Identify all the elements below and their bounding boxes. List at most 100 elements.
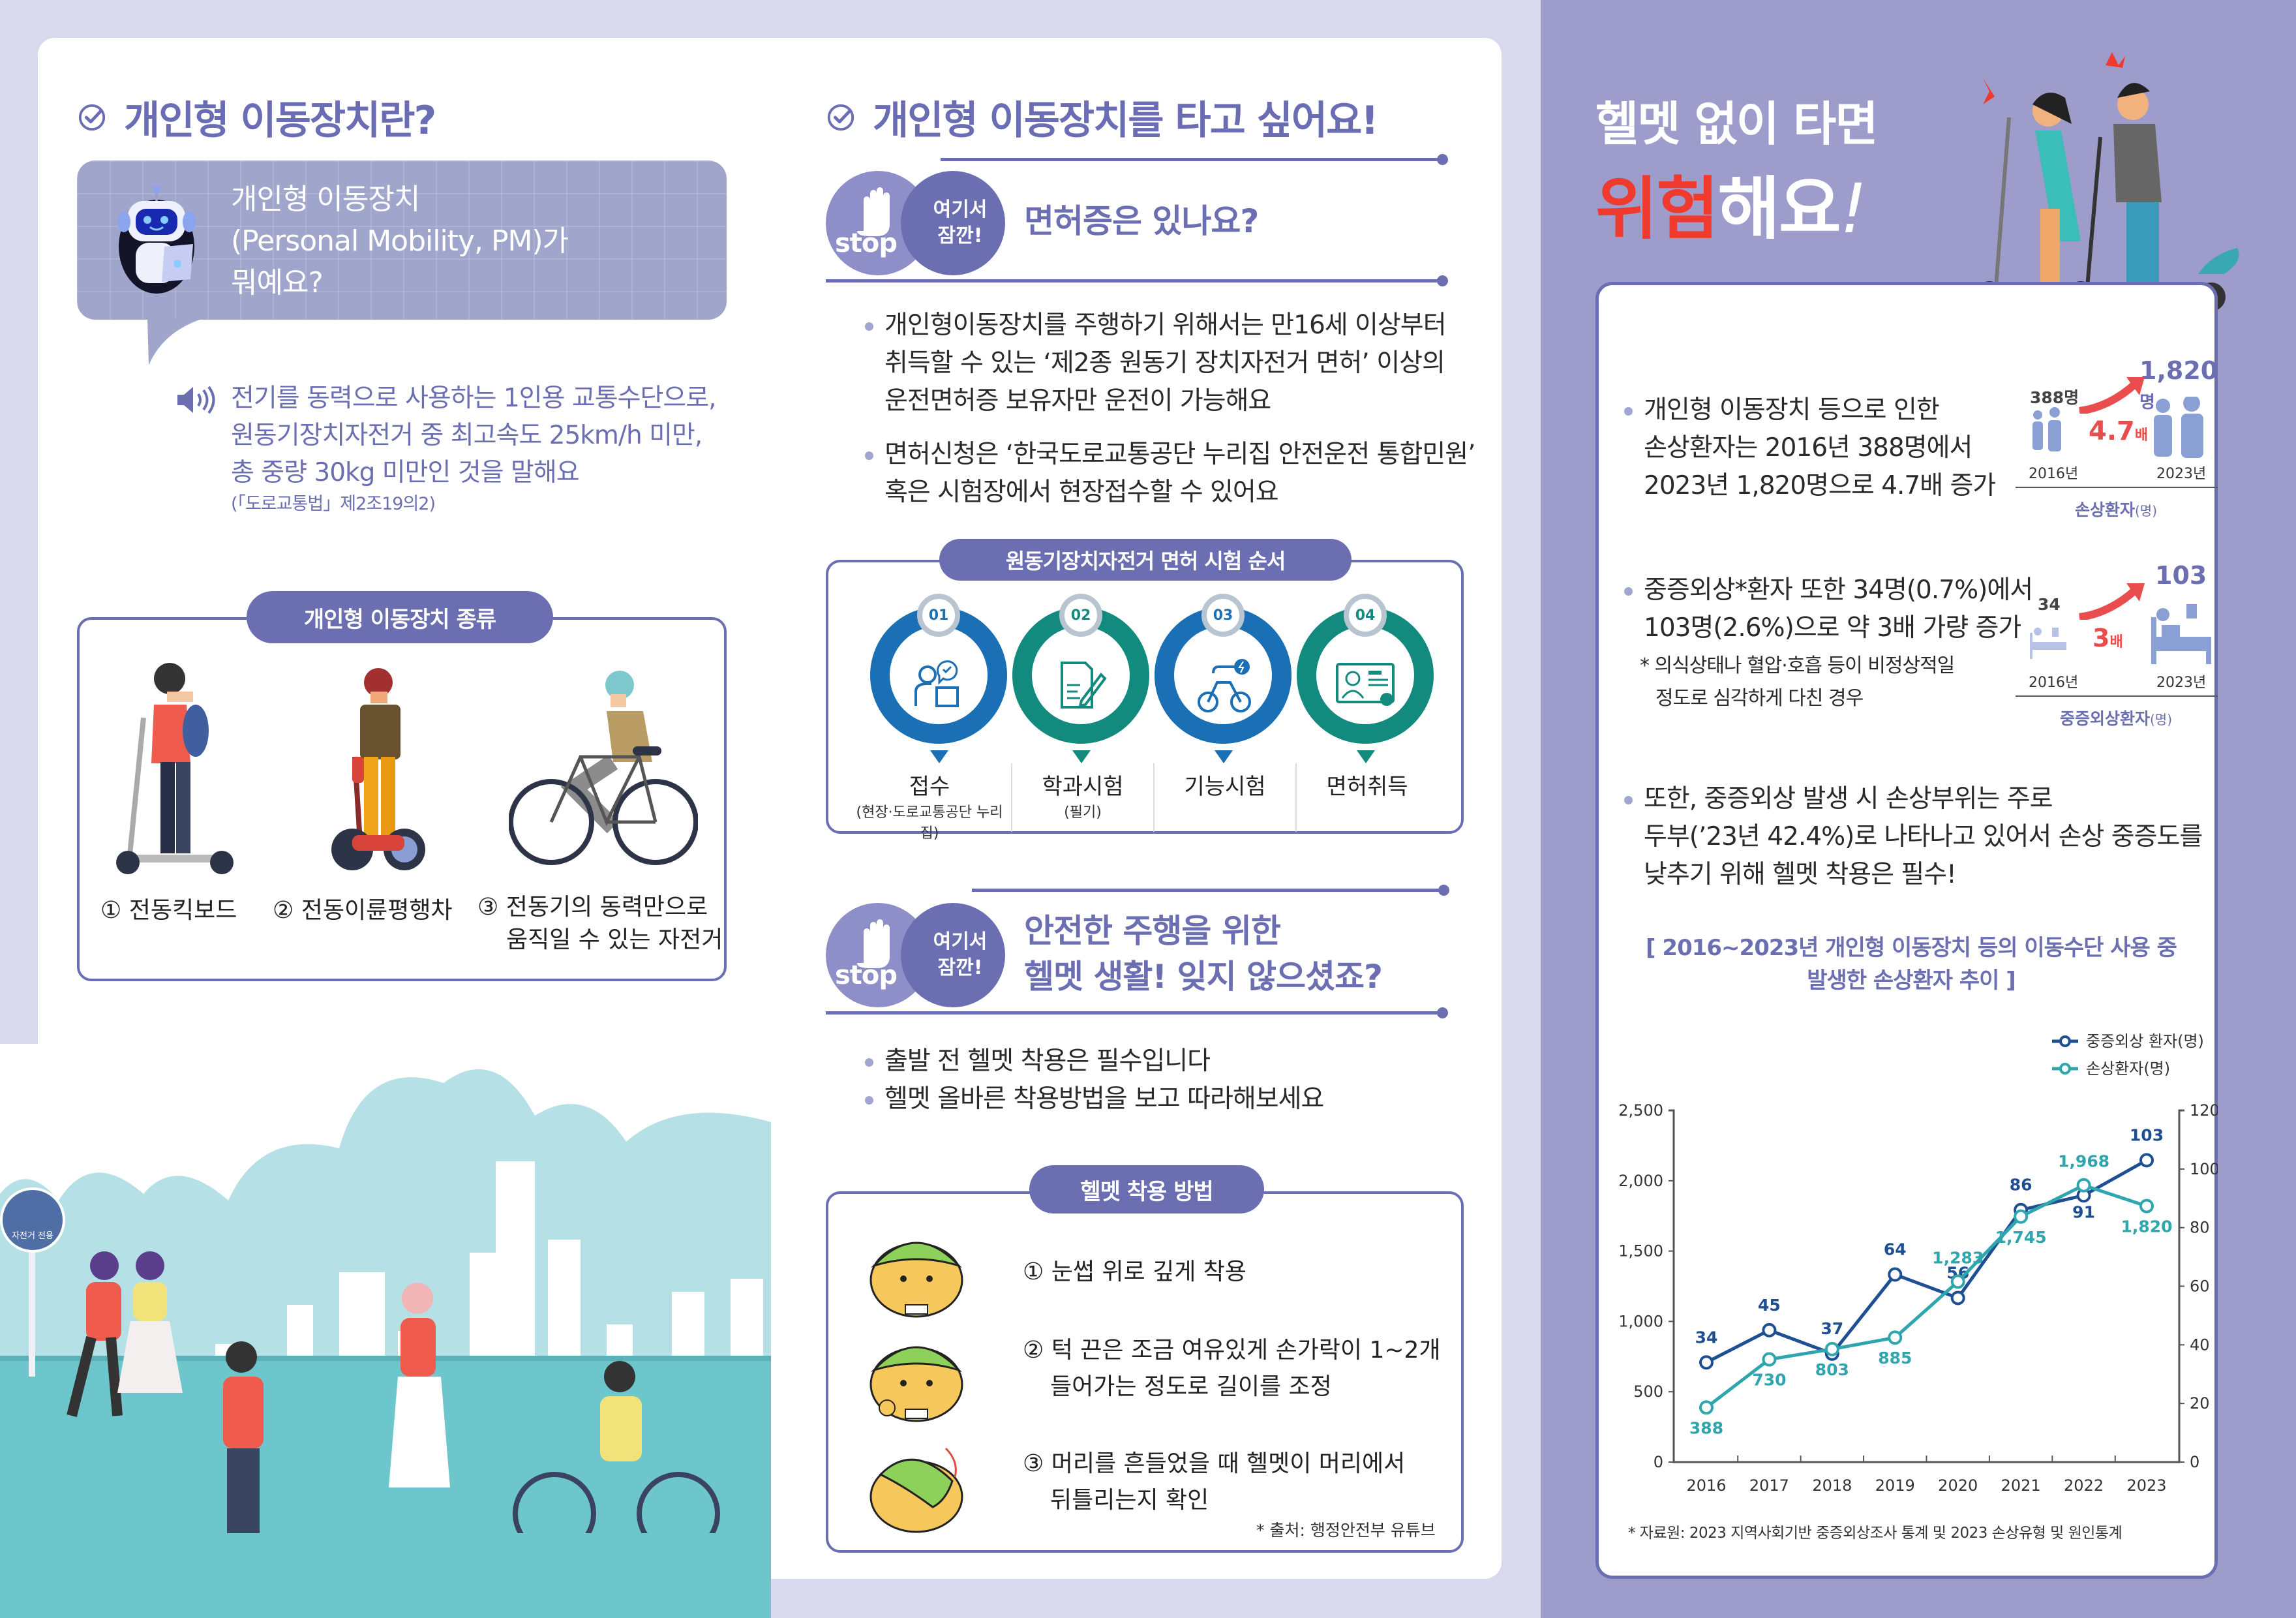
helmet-step-3: ③ 머리를 흔들었을 때 헬멧이 머리에서 뒤틀리는지 확인 — [1023, 1450, 1406, 1514]
divider-top-2 — [972, 885, 1449, 896]
svg-text:37: 37 — [1820, 1319, 1843, 1338]
bicycle-illustration — [508, 665, 699, 868]
svg-text:0: 0 — [1654, 1453, 1663, 1471]
type-label-1: ① 전동킥보드 — [100, 897, 237, 924]
svg-text:1,000: 1,000 — [1618, 1312, 1663, 1330]
section-title-pm: 개인형 이동장치란? — [77, 89, 436, 145]
svg-text:500: 500 — [1633, 1382, 1663, 1401]
exam-step-1: 01 — [870, 594, 1014, 763]
danger-word: 위험 — [1595, 169, 1719, 249]
svg-text:40: 40 — [2190, 1336, 2210, 1354]
svg-text:중증외상 환자(명): 중증외상 환자(명) — [2086, 1032, 2204, 1050]
svg-text:2023: 2023 — [2126, 1476, 2166, 1495]
helmet-bullets: 출발 전 헬멧 착용은 필수입니다 헬멧 올바른 착용방법을 보고 따라해보세요 — [862, 1043, 1324, 1118]
svg-text:2019: 2019 — [1875, 1476, 1915, 1495]
svg-text:885: 885 — [1878, 1349, 1912, 1367]
bullet-item: 헬멧 올바른 착용방법을 보고 따라해보세요 — [862, 1080, 1324, 1118]
people-small-icon — [2032, 407, 2061, 451]
svg-text:803: 803 — [1815, 1360, 1849, 1379]
type-label-2: ② 전동이륜평행차 — [273, 897, 453, 924]
svg-text:1,283: 1,283 — [1932, 1248, 1984, 1267]
check-circle-icon — [827, 104, 854, 130]
svg-text:2021: 2021 — [2001, 1476, 2041, 1495]
stat-head-injury-text: 또한, 중증외상 발생 시 손상부위는 주로 두부(’23년 42.4%)로 나… — [1622, 780, 2203, 894]
bike-lane — [0, 1356, 771, 1618]
bullet-item: 개인형이동장치를 주행하기 위해서는 만16세 이상부터 취득할 수 있는 ‘제… — [862, 307, 1475, 420]
pm-types-title: 개인형 이동장치 종류 — [247, 591, 553, 643]
chart-source: * 자료원: 2023 지역사회기반 중증외상조사 통계 및 2023 손상유형… — [1628, 1525, 2122, 1542]
robot-icon — [117, 185, 196, 294]
chart-svg: 중증외상 환자(명) 손상환자(명) 0 500 1,000 1,500 2,000 2,… — [1618, 1032, 2220, 1495]
chart-title: [ 2016~2023년 개인형 이동장치 등의 이동수단 사용 중 발생한 손… — [1646, 935, 2177, 994]
svg-text:2018: 2018 — [1812, 1476, 1852, 1495]
street-illustration: 자전거 전용 — [0, 1044, 771, 1618]
helmet-howto-title: 헬멧 착용 방법 — [1029, 1165, 1264, 1214]
kickboard-illustration — [104, 652, 241, 874]
person-laptop-icon — [914, 660, 959, 707]
pm-definition: 전기를 동력으로 사용하는 1인용 교통수단으로, 원동기장치자전거 중 최고속… — [231, 384, 717, 514]
svg-text:2022: 2022 — [2064, 1476, 2104, 1495]
divider-bottom-1 — [826, 275, 1448, 286]
helmet-step-2: ② 턱 끈은 조금 여유있게 손가락이 1~2개 들어가는 정도로 길이를 조정 — [1023, 1337, 1441, 1400]
svg-text:120: 120 — [2190, 1101, 2218, 1120]
svg-text:1,968: 1,968 — [2058, 1152, 2109, 1171]
hospital-bed-large-icon — [2151, 604, 2211, 664]
type-label-3: ③ 전동기의 동력만으로 움직일 수 있는 자전거 — [477, 894, 723, 953]
e-bike-icon — [1198, 659, 1251, 712]
svg-text:2,500: 2,500 — [1618, 1101, 1663, 1120]
license-question: 면허증은 있나요? — [1024, 202, 1259, 240]
svg-text:20: 20 — [2190, 1394, 2210, 1412]
bullet-item: 면허신청은 ‘한국도로교통공단 누리집 안전운전 통합민원’ 혹은 시험장에서 … — [862, 436, 1476, 511]
divider-top-1 — [941, 154, 1448, 165]
stop-badge-1: stop 여기서 잠깐! — [826, 171, 1005, 275]
robot-avatar — [110, 184, 201, 295]
helmet-bear-strap-icon — [869, 1346, 963, 1422]
check-circle-icon — [78, 104, 106, 130]
svg-text:손상환자(명): 손상환자(명) — [2086, 1060, 2170, 1078]
riders-group — [67, 1251, 720, 1533]
title-text: 개인형 이동장치란? — [124, 98, 436, 144]
stat-injury-text: 개인형 이동장치 등으로 인한 손상환자는 2016년 388명에서 2023년… — [1622, 391, 1996, 505]
svg-text:388: 388 — [1689, 1418, 1723, 1437]
stats-card — [1595, 282, 2218, 1579]
svg-text:2016: 2016 — [1686, 1476, 1726, 1495]
svg-text:1,745: 1,745 — [1995, 1228, 2047, 1247]
svg-text:60: 60 — [2190, 1277, 2210, 1296]
helmet-source: * 출처: 행정안전부 유튜브 — [1256, 1521, 1436, 1540]
written-test-icon — [1061, 662, 1107, 709]
svg-text:34: 34 — [1695, 1328, 1718, 1347]
trend-arrow-icon — [2079, 377, 2145, 414]
exam-step-3: 03 — [1155, 594, 1298, 763]
trend-arrow-icon — [2079, 583, 2145, 620]
svg-text:80: 80 — [2190, 1219, 2210, 1237]
stat-injury-graphic: 388명 1,820명 4.7배 2016년 2023년 손상환자(명) — [2012, 352, 2220, 522]
sign-pole — [29, 1253, 35, 1377]
helmet-question: 안전한 주행을 위한 헬멧 생활! 잊지 않으셨죠? — [1024, 912, 1383, 996]
stop-badge-2: stop 여기서 잠깐! — [826, 903, 1005, 1007]
helmet-step-1: ① 눈썹 위로 깊게 착용 — [1023, 1259, 1247, 1285]
helmet-bear-front-icon — [869, 1242, 963, 1318]
license-card-icon — [1336, 663, 1395, 706]
svg-text:103: 103 — [2130, 1125, 2164, 1144]
exam-order-title: 원동기장치자전거 면허 시험 순서 — [939, 539, 1352, 581]
bubble-text: 개인형 이동장치 (Personal Mobility, PM)가 뭐예요? — [231, 183, 569, 299]
svg-text:730: 730 — [1752, 1371, 1786, 1390]
stat-severe-text: 중증외상*환자 또한 34명(0.7%)에서 103명(2.6%)으로 약 3배… — [1622, 572, 2033, 715]
line-chart: 중증외상 환자(명) 손상환자(명) 0 500 1,000 1,500 2,000 2,… — [1595, 1018, 2220, 1514]
title-text: 개인형 이동장치를 타고 싶어요! — [873, 98, 1379, 144]
stat-severe-graphic: 34 103 3배 2016년 2023년 중증외상환자(명) — [2012, 561, 2220, 731]
svg-text:2,000: 2,000 — [1618, 1172, 1663, 1190]
speaker-icon — [176, 385, 215, 415]
exam-step-2: 02 — [1012, 594, 1156, 763]
bullet-item: 출발 전 헬멧 착용은 필수입니다 — [862, 1043, 1323, 1080]
exam-step-4: 04 — [1297, 594, 1440, 763]
svg-text:2017: 2017 — [1749, 1476, 1789, 1495]
danger-headline: 헬멧 없이 타면 위험해요! — [1595, 97, 1879, 249]
divider-bottom-2 — [826, 1007, 1448, 1018]
exam-step-label-1: 접수 (현장·도로교통공단 누리집) — [856, 774, 1003, 842]
bike-lane-sign: 자전거 전용 — [0, 1187, 65, 1253]
svg-text:86: 86 — [2010, 1176, 2032, 1195]
exam-step-label-2: 학과시험 (필기) — [1042, 774, 1124, 821]
exam-step-label-3: 기능시험 — [1184, 774, 1266, 800]
segway-illustration — [326, 659, 430, 874]
